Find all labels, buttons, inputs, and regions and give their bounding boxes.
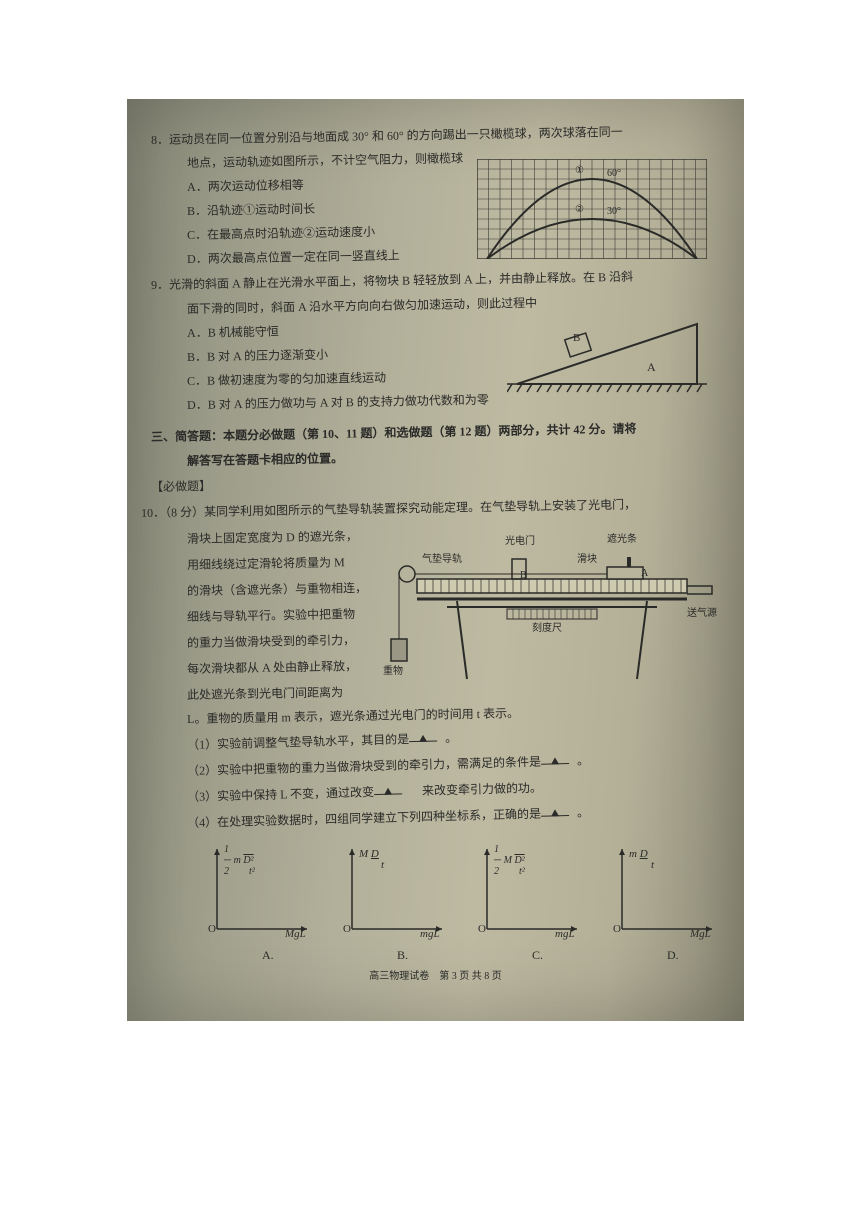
q9-stem-2: 面下滑的同时，斜面 A 沿水平方向向右做匀加速运动，则此过程中 — [187, 297, 537, 315]
q10-l6: 的重力当做滑块受到的牵引力， — [187, 634, 355, 649]
q8-circ1: ① — [575, 166, 584, 176]
q10-p3: （3）实验中保持 L 不变，通过改变 来改变牵引力做的功。 — [187, 782, 542, 803]
q8-stem-1: 8．运动员在同一位置分别沿与地面成 30° 和 60° 的方向踢出一只橄榄球，两… — [151, 126, 623, 146]
q10-l3: 用细线绕过定滑轮将质量为 M — [187, 556, 345, 571]
q9-incline-diagram — [507, 314, 707, 394]
q8-opt-c: C．在最高点时沿轨迹②运动速度小 — [187, 226, 375, 241]
q8-trajectory-diagram — [477, 159, 707, 259]
q10-l9: L。重物的质量用 m 表示，遮光条通过光电门的时间用 t 表示。 — [187, 707, 519, 725]
q8-circ2: ② — [575, 205, 584, 215]
axes-d-label: D. — [667, 949, 679, 961]
sec3-head-2: 解答写在答题卡相应的位置。 — [187, 452, 343, 467]
axes-a-label: A. — [262, 949, 274, 961]
q10-label-qdgg: 气垫导轨 — [422, 555, 462, 565]
axes-d-x: MgL — [690, 929, 711, 940]
q10-l8: 此处遮光条到光电门间距离为 — [187, 686, 343, 701]
axes-c-y: 1─ M D²2 t² — [494, 844, 525, 877]
q10-p2: （2）实验中把重物的重力当做滑块受到的牵引力，需满足的条件是。 — [187, 754, 589, 777]
axes-c-o: O — [478, 924, 486, 935]
axes-a-o: O — [208, 924, 216, 935]
axes-b-x: mgL — [420, 929, 440, 940]
q10-label-kdc: 刻度尺 — [532, 624, 562, 634]
q10-apparatus-diagram — [377, 529, 717, 689]
q9-label-a: A — [647, 361, 656, 373]
q10-label-zgt: 遮光条 — [607, 535, 637, 545]
q8-opt-b: B．沿轨迹①运动时间长 — [187, 203, 315, 217]
q10-stem-1: 10．（8 分）某同学利用如图所示的气垫导轨装置探究动能定理。在气垫导轨上安装了… — [141, 498, 636, 519]
axes-a-x: MgL — [285, 929, 306, 940]
q9-opt-a: A．B 机械能守恒 — [187, 325, 279, 339]
sec3-must: 【必做题】 — [151, 480, 211, 493]
sec3-head-1: 三、简答题：本题分必做题（第 10、11 题）和选做题（第 12 题）两部分，共… — [151, 423, 636, 443]
q8-label-30: 30° — [607, 207, 621, 217]
axes-b-y: M D t — [359, 849, 384, 871]
q9-label-b: B — [573, 333, 580, 344]
q10-label-hk: 滑块 — [577, 555, 597, 565]
q9-opt-d: D．B 对 A 的压力做功与 A 对 B 的支持力做功代数和为零 — [187, 394, 489, 411]
axes-b-label: B. — [397, 949, 408, 961]
page-footer: 高三物理试卷 第 3 页 共 8 页 — [127, 967, 744, 982]
q10-label-zw: 重物 — [383, 667, 403, 677]
axes-d-y: m D t — [629, 849, 654, 871]
q8-opt-a: A．两次运动位移相等 — [187, 179, 304, 193]
exam-photo: 8．运动员在同一位置分别沿与地面成 30° 和 60° 的方向踢出一只橄榄球，两… — [127, 99, 744, 1021]
q10-label-gdm: 光电门 — [505, 537, 535, 547]
q10-label-A: A — [641, 569, 648, 579]
q10-l4: 的滑块（含遮光条）与重物相连， — [187, 582, 367, 597]
axes-b-o: O — [343, 924, 351, 935]
q10-p1: （1）实验前调整气垫导轨水平，其目的是。 — [187, 732, 457, 751]
q8-label-60: 60° — [607, 169, 621, 179]
q10-l5: 细线与导轨平行。实验中把重物 — [187, 608, 355, 623]
q10-label-B: B — [520, 571, 527, 581]
axes-d-o: O — [613, 924, 621, 935]
q10-l7: 每次滑块都从 A 处由静止释放， — [187, 660, 357, 675]
q9-opt-b: B．B 对 A 的压力逐渐变小 — [187, 349, 328, 363]
q10-p4: （4）在处理实验数据时，四组同学建立下列四种坐标系，正确的是。 — [187, 806, 589, 829]
q8-opt-d: D．两次最高点位置一定在同一竖直线上 — [187, 249, 400, 265]
axes-c-label: C. — [532, 949, 543, 961]
page: 8．运动员在同一位置分别沿与地面成 30° 和 60° 的方向踢出一只橄榄球，两… — [0, 0, 860, 1216]
q8-stem-2: 地点，运动轨迹如图所示，不计空气阻力，则橄榄球 — [187, 152, 463, 169]
axes-a-y: 1─ m D²2 t² — [224, 844, 255, 877]
q10-l2: 滑块上固定宽度为 D 的遮光条， — [187, 530, 358, 545]
q10-label-tqy: 送气源 — [687, 609, 717, 619]
axes-c-x: mgL — [555, 929, 575, 940]
q9-stem-1: 9．光滑的斜面 A 静止在光滑水平面上，将物块 B 轻轻放到 A 上，并由静止释… — [151, 271, 633, 291]
q9-opt-c: C．B 做初速度为零的匀加速直线运动 — [187, 372, 386, 387]
